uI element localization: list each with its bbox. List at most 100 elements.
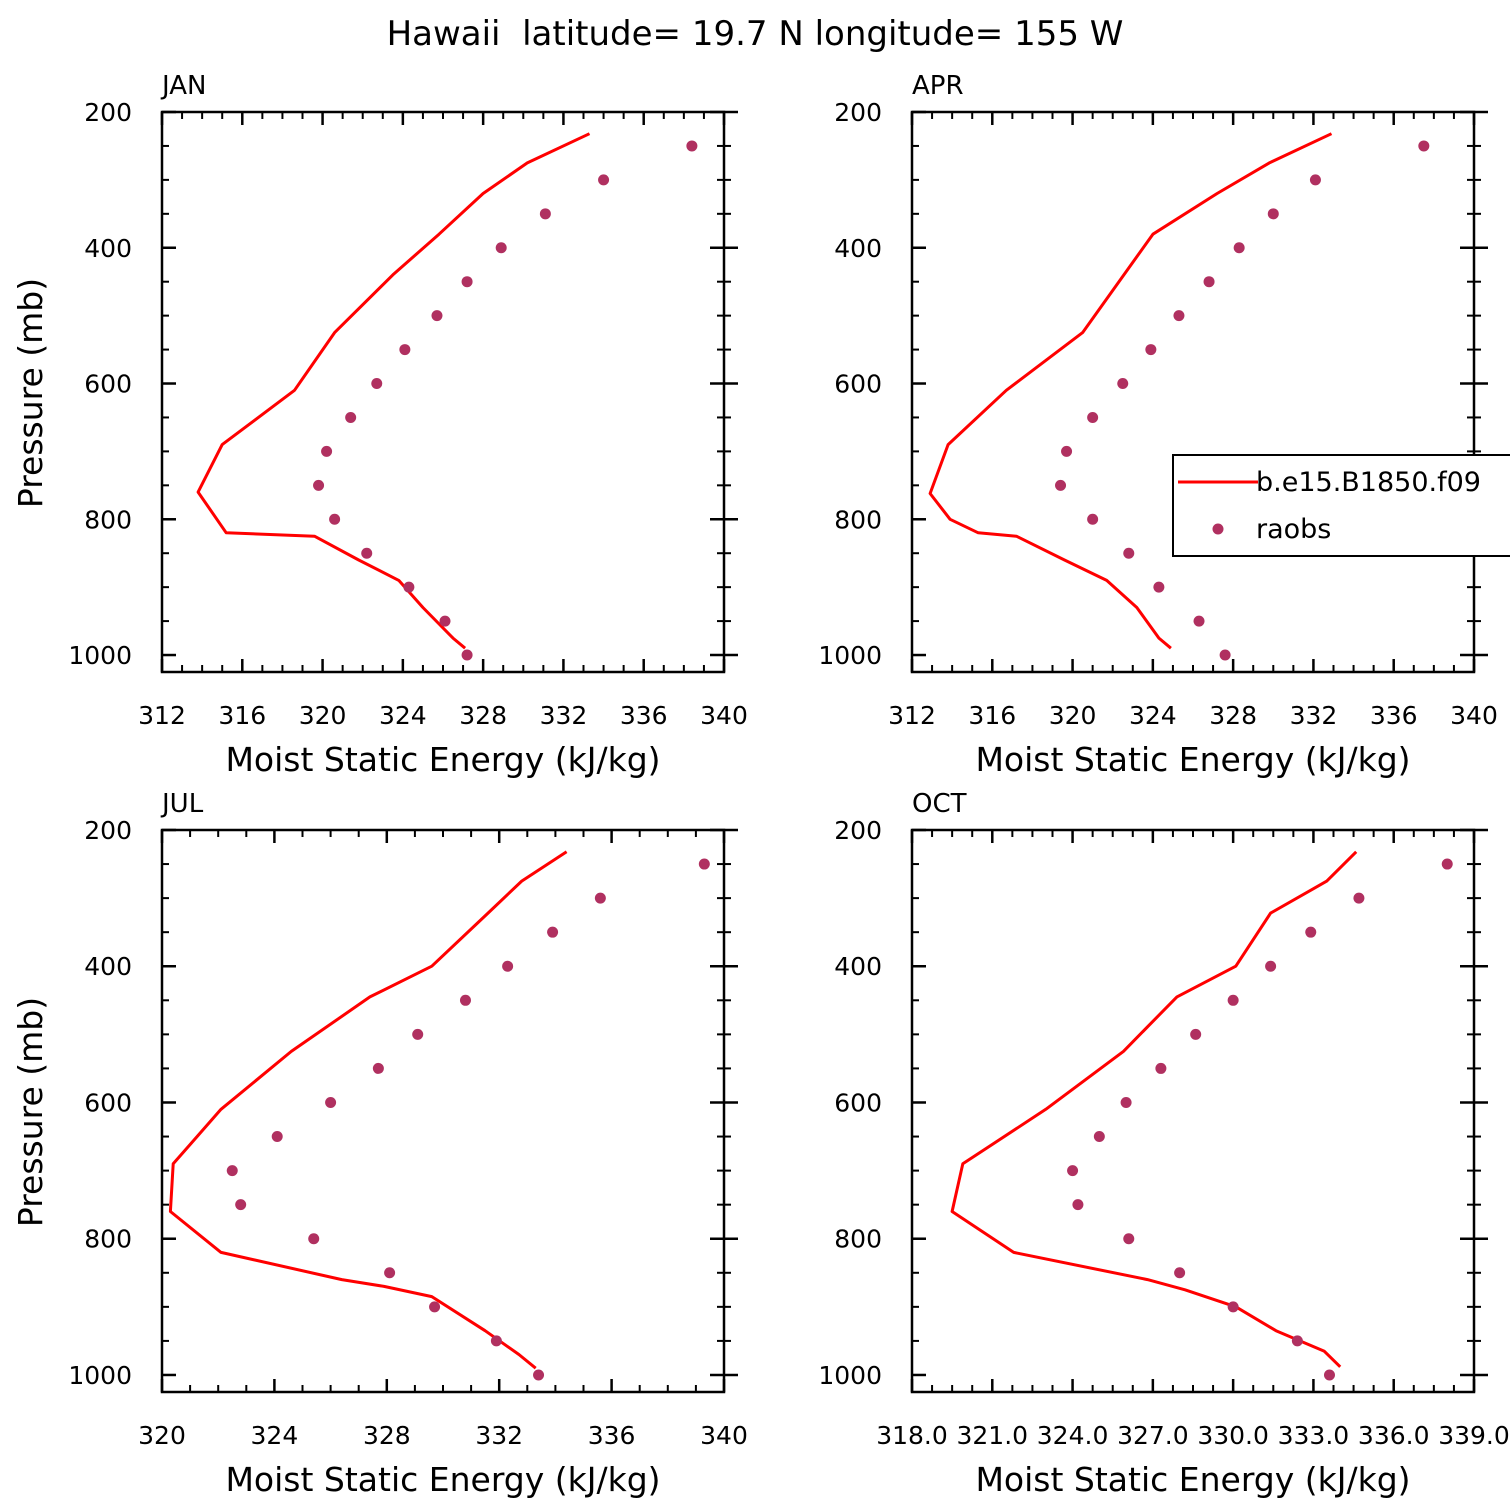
raobs-point [1123, 1233, 1135, 1245]
raobs-point [598, 174, 610, 186]
panel-jan: JAN 312 316 320 324 328 332 336 340 200 400 600 800 1… [11, 71, 748, 779]
x-tick-label: 320 [138, 1421, 186, 1450]
raobs-point [1323, 1369, 1335, 1381]
legend: b.e15.B1850.f09 raobs [1172, 454, 1510, 557]
x-tick-label: 324.0 [1037, 1421, 1109, 1450]
raobs-point [1353, 892, 1365, 904]
raobs-point [1291, 1335, 1303, 1347]
legend-box [1172, 454, 1510, 557]
raobs-point [271, 1131, 283, 1143]
x-tick-label: 316 [968, 701, 1016, 730]
raobs-point [459, 994, 471, 1006]
x-tick-label: 327.0 [1117, 1421, 1189, 1450]
raobs-point [1087, 411, 1099, 423]
model-profile-line [168, 850, 568, 1370]
series-group [196, 132, 698, 661]
y-tick-label: 800 [84, 1225, 132, 1254]
raobs-point [1227, 994, 1239, 1006]
x-tick-label: 336.0 [1358, 1421, 1430, 1450]
y-tick-label: 400 [84, 234, 132, 263]
raobs-point [1055, 479, 1067, 491]
x-tick-label: 330.0 [1197, 1421, 1269, 1450]
raobs-point [461, 649, 473, 661]
y-tick-label: 1000 [68, 1361, 132, 1390]
x-tick-label: 328 [363, 1421, 411, 1450]
panel-apr: APR 312 316 320 324 328 332 336 340 200 400 600 800 1… [818, 71, 1510, 779]
x-tick-label: 336 [620, 701, 668, 730]
x-tick-label: 332 [540, 701, 588, 730]
raobs-point [1117, 378, 1129, 390]
model-profile-line [950, 850, 1358, 1368]
x-axis-label: Moist Static Energy (kJ/kg) [975, 740, 1410, 779]
y-tick-label: 1000 [818, 641, 882, 670]
raobs-point [403, 581, 415, 593]
x-tick-label: 333.0 [1278, 1421, 1350, 1450]
raobs-point [384, 1267, 396, 1279]
raobs-point [329, 513, 341, 525]
model-profile-line [928, 132, 1333, 650]
y-tick-label: 400 [834, 952, 882, 981]
y-tick-label: 600 [834, 370, 882, 399]
y-axis-label: Pressure (mb) [11, 278, 50, 508]
legend-label-raobs: raobs [1256, 514, 1331, 545]
raobs-point [502, 960, 514, 972]
panel-label: JAN [160, 71, 206, 101]
legend-dot-swatch [1212, 523, 1224, 535]
raobs-point [1233, 242, 1245, 254]
raobs-point [461, 276, 473, 288]
y-tick-label: 600 [834, 1088, 882, 1117]
raobs-point [1145, 344, 1157, 356]
raobs-point [686, 140, 698, 152]
x-tick-label: 321.0 [956, 1421, 1028, 1450]
panel-oct: OCT 318.0 321.0 324.0 327.0 330.0 333.0 336.0 33… [818, 789, 1509, 1499]
raobs-point [371, 378, 383, 390]
y-tick-label: 1000 [818, 1361, 882, 1390]
y-tick-label: 200 [834, 98, 882, 127]
raobs-point [439, 615, 451, 627]
y-tick-label: 800 [84, 505, 132, 534]
raobs-point [1265, 960, 1277, 972]
raobs-point [1190, 1028, 1202, 1040]
panel-label: APR [912, 71, 964, 101]
raobs-point [372, 1062, 384, 1074]
y-axis-label: Pressure (mb) [11, 997, 50, 1227]
raobs-point [698, 858, 710, 870]
raobs-point [226, 1165, 238, 1177]
x-tick-label: 332 [1290, 701, 1338, 730]
y-tick-label: 200 [834, 816, 882, 845]
raobs-point [1441, 858, 1453, 870]
x-tick-label: 332 [475, 1421, 523, 1450]
figure-title: Hawaii latitude= 19.7 N longitude= 155 W [387, 14, 1124, 54]
x-tick-label: 336 [1370, 701, 1418, 730]
raobs-point [399, 344, 411, 356]
y-tick-label: 200 [84, 816, 132, 845]
series-group [950, 850, 1453, 1381]
x-tick-label: 328 [1209, 701, 1257, 730]
raobs-point [533, 1369, 545, 1381]
raobs-point [547, 926, 559, 938]
panel-label: OCT [912, 789, 967, 819]
raobs-point [345, 411, 357, 423]
raobs-point [1203, 276, 1215, 288]
x-tick-label: 320 [1049, 701, 1097, 730]
x-tick-label: 339.0 [1438, 1421, 1510, 1450]
raobs-point [1267, 208, 1279, 220]
raobs-point [539, 208, 551, 220]
x-tick-label: 336 [588, 1421, 636, 1450]
raobs-point [1418, 140, 1430, 152]
raobs-point [1123, 547, 1135, 559]
x-tick-label: 328 [459, 701, 507, 730]
raobs-point [594, 892, 606, 904]
x-tick-label: 312 [138, 701, 186, 730]
raobs-point [1072, 1199, 1084, 1211]
x-tick-label: 324 [1129, 701, 1177, 730]
raobs-point [1155, 1062, 1167, 1074]
raobs-point [235, 1199, 247, 1211]
x-axis-label: Moist Static Energy (kJ/kg) [975, 1460, 1410, 1499]
raobs-point [412, 1028, 424, 1040]
raobs-point [308, 1233, 320, 1245]
x-tick-label: 318.0 [876, 1421, 948, 1450]
y-tick-label: 400 [834, 234, 882, 263]
x-tick-label: 324 [251, 1421, 299, 1450]
raobs-point [1305, 926, 1317, 938]
